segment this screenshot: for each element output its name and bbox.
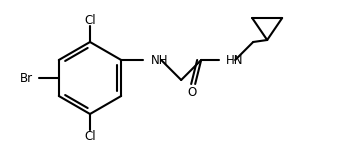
Text: Br: Br [20, 71, 34, 85]
Text: Cl: Cl [84, 14, 96, 27]
Text: NH: NH [151, 54, 169, 66]
Text: O: O [187, 85, 197, 98]
Text: HN: HN [226, 54, 244, 66]
Text: Cl: Cl [84, 129, 96, 142]
